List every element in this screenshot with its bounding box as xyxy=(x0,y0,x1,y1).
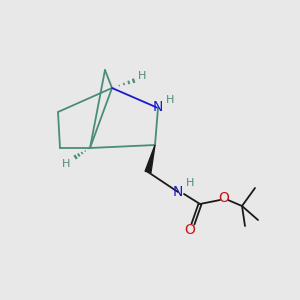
Text: H: H xyxy=(62,159,70,169)
Text: H: H xyxy=(138,71,146,81)
Text: H: H xyxy=(186,178,194,188)
Text: O: O xyxy=(219,191,230,205)
Text: O: O xyxy=(184,223,195,237)
Text: H: H xyxy=(166,95,174,105)
Text: N: N xyxy=(173,185,183,199)
Text: N: N xyxy=(153,100,163,114)
Polygon shape xyxy=(145,145,155,173)
